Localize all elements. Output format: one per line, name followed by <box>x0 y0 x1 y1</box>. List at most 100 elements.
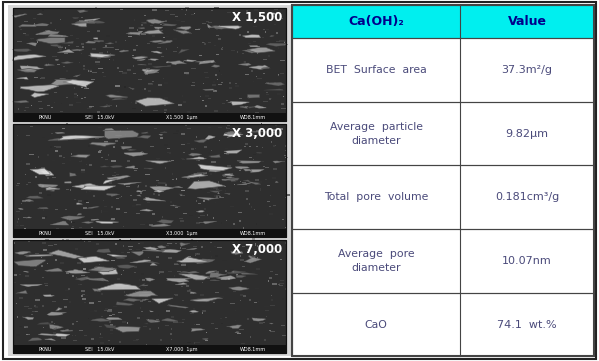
Text: Ca(OH)₂: Ca(OH)₂ <box>348 15 404 28</box>
Bar <box>256 268 260 270</box>
Bar <box>264 339 266 341</box>
Polygon shape <box>138 284 146 287</box>
Bar <box>218 181 219 183</box>
Polygon shape <box>190 299 207 301</box>
Polygon shape <box>249 45 260 47</box>
Bar <box>102 318 107 319</box>
Bar <box>202 173 207 174</box>
Bar <box>133 199 137 201</box>
Bar <box>171 67 176 68</box>
Bar <box>205 105 207 107</box>
Bar <box>71 153 72 155</box>
Bar <box>72 323 74 325</box>
Polygon shape <box>211 65 220 68</box>
Polygon shape <box>225 131 241 134</box>
Bar <box>19 297 23 299</box>
Bar <box>212 84 216 86</box>
Bar <box>207 278 210 279</box>
Polygon shape <box>167 278 191 282</box>
Bar <box>196 253 198 254</box>
Bar <box>214 7 219 8</box>
Bar <box>59 187 61 189</box>
Bar <box>47 109 49 110</box>
Bar <box>216 271 219 273</box>
Bar <box>254 302 257 303</box>
Bar <box>149 83 153 85</box>
Bar <box>119 341 122 343</box>
Polygon shape <box>276 182 279 183</box>
Bar <box>178 104 181 106</box>
Bar <box>216 189 219 190</box>
Bar <box>202 23 206 25</box>
Bar <box>13 242 15 244</box>
Bar <box>180 21 185 22</box>
Bar <box>83 68 85 70</box>
Polygon shape <box>168 61 187 65</box>
Bar <box>85 69 89 70</box>
Bar <box>214 195 216 197</box>
Polygon shape <box>223 133 243 137</box>
Bar <box>270 305 275 306</box>
Bar <box>177 223 179 225</box>
Bar <box>211 323 214 324</box>
Polygon shape <box>50 221 69 225</box>
Bar <box>34 269 35 270</box>
Bar <box>184 72 189 74</box>
Bar <box>69 301 71 303</box>
Bar <box>213 62 216 63</box>
Bar <box>58 47 63 48</box>
Bar <box>65 288 68 290</box>
Bar <box>181 133 185 135</box>
Bar <box>111 218 114 220</box>
Bar <box>116 221 117 223</box>
Polygon shape <box>137 195 141 196</box>
Polygon shape <box>60 216 85 220</box>
Bar <box>217 79 219 80</box>
Bar <box>134 272 136 274</box>
Bar <box>54 101 55 103</box>
Bar <box>23 291 26 292</box>
Bar <box>269 213 273 214</box>
Polygon shape <box>247 182 261 184</box>
Text: X1.500  1μm: X1.500 1μm <box>166 115 198 120</box>
Bar <box>156 158 161 159</box>
Bar <box>141 25 143 26</box>
Polygon shape <box>158 40 173 44</box>
Bar <box>256 130 261 132</box>
Polygon shape <box>18 208 23 209</box>
Bar <box>283 96 284 97</box>
Bar <box>92 72 97 73</box>
Bar <box>132 108 136 109</box>
Polygon shape <box>141 285 149 286</box>
Bar <box>253 154 256 156</box>
Bar <box>187 127 191 129</box>
Bar <box>82 294 86 295</box>
Text: Average  particle
diameter: Average particle diameter <box>329 122 422 146</box>
Polygon shape <box>270 323 273 324</box>
Bar <box>63 306 66 308</box>
Bar <box>276 41 280 42</box>
Bar <box>226 127 228 128</box>
Bar <box>108 333 112 334</box>
Bar <box>240 259 244 261</box>
Bar <box>84 200 88 202</box>
Polygon shape <box>40 170 54 176</box>
Bar <box>102 174 104 175</box>
Bar <box>25 106 29 108</box>
Bar <box>41 257 43 258</box>
Bar <box>66 218 68 220</box>
Bar <box>113 59 114 61</box>
Bar <box>75 321 78 322</box>
Polygon shape <box>65 269 90 274</box>
Text: BET  Surface  area: BET Surface area <box>326 65 426 75</box>
Bar <box>83 207 87 209</box>
Polygon shape <box>225 193 230 195</box>
Bar <box>249 203 250 205</box>
Bar <box>246 198 248 200</box>
Bar <box>205 77 209 78</box>
Bar <box>253 41 256 42</box>
Bar <box>117 222 119 223</box>
Bar <box>202 306 205 307</box>
Bar <box>75 279 77 281</box>
Bar <box>89 151 93 152</box>
